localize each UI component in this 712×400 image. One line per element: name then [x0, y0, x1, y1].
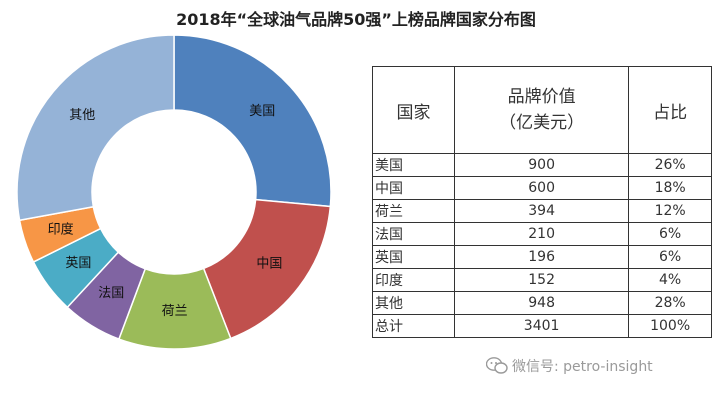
table-row: 印度 152 4%: [372, 268, 712, 292]
table-row: 英国 196 6%: [372, 245, 712, 269]
chart-title: 2018年“全球油气品牌50强”上榜品牌国家分布图: [176, 10, 536, 29]
slice-label-6: 其他: [69, 108, 95, 123]
slice-label-1: 中国: [256, 257, 282, 272]
cell-share: 26%: [628, 153, 712, 177]
header-brand-value-line1: 品牌价值: [507, 87, 576, 107]
table-row: 中国 600 18%: [372, 176, 712, 200]
cell-share: 100%: [628, 314, 712, 338]
cell-value: 196: [453, 245, 630, 269]
cell-country: 法国: [372, 222, 455, 246]
cell-value: 394: [453, 199, 630, 223]
table-row: 荷兰 394 12%: [372, 199, 712, 223]
cell-country: 荷兰: [372, 199, 455, 223]
cell-value: 600: [453, 176, 630, 200]
table-row: 法国 210 6%: [372, 222, 712, 246]
header-share: 占比: [628, 66, 712, 154]
slice-label-4: 英国: [65, 256, 91, 271]
cell-share: 6%: [628, 222, 712, 246]
header-country: 国家: [372, 66, 455, 154]
table-row: 总计 3401 100%: [372, 314, 712, 338]
table-row: 其他 948 28%: [372, 291, 712, 315]
cell-share: 18%: [628, 176, 712, 200]
cell-country: 美国: [372, 153, 455, 177]
cell-share: 28%: [628, 291, 712, 315]
table-header-row: 国家 品牌价值 （亿美元） 占比: [372, 66, 712, 154]
cell-value: 900: [453, 153, 630, 177]
data-table: 国家 品牌价值 （亿美元） 占比 美国 900 26% 中国 600 18% 荷兰 394 12…: [372, 66, 712, 338]
slice-label-2: 荷兰: [162, 304, 188, 319]
cell-value: 948: [453, 291, 630, 315]
donut-slice-6: [16, 34, 175, 222]
header-brand-value: 品牌价值 （亿美元）: [453, 66, 630, 154]
wechat-icon: [485, 357, 508, 375]
cell-country: 总计: [372, 314, 455, 338]
slice-label-5: 印度: [48, 221, 74, 237]
cell-country: 印度: [372, 268, 455, 292]
donut-slice-0: [173, 34, 332, 208]
cell-share: 12%: [628, 199, 712, 223]
slice-label-3: 法国: [98, 286, 124, 301]
cell-country: 其他: [372, 291, 455, 315]
table-row: 美国 900 26%: [372, 153, 712, 177]
cell-country: 中国: [372, 176, 455, 200]
cell-value: 152: [453, 268, 630, 292]
table-body: 美国 900 26% 中国 600 18% 荷兰 394 12% 法国 210 6% 英国 196 6% 印度…: [372, 153, 712, 338]
cell-share: 6%: [628, 245, 712, 269]
slice-label-0: 美国: [249, 104, 275, 119]
watermark: 微信号: petro-insight: [485, 356, 653, 376]
cell-value: 3401: [453, 314, 630, 338]
cell-share: 4%: [628, 268, 712, 292]
header-brand-value-line2: （亿美元）: [499, 113, 585, 133]
cell-value: 210: [453, 222, 630, 246]
cell-country: 英国: [372, 245, 455, 269]
watermark-text: 微信号: petro-insight: [512, 359, 653, 375]
